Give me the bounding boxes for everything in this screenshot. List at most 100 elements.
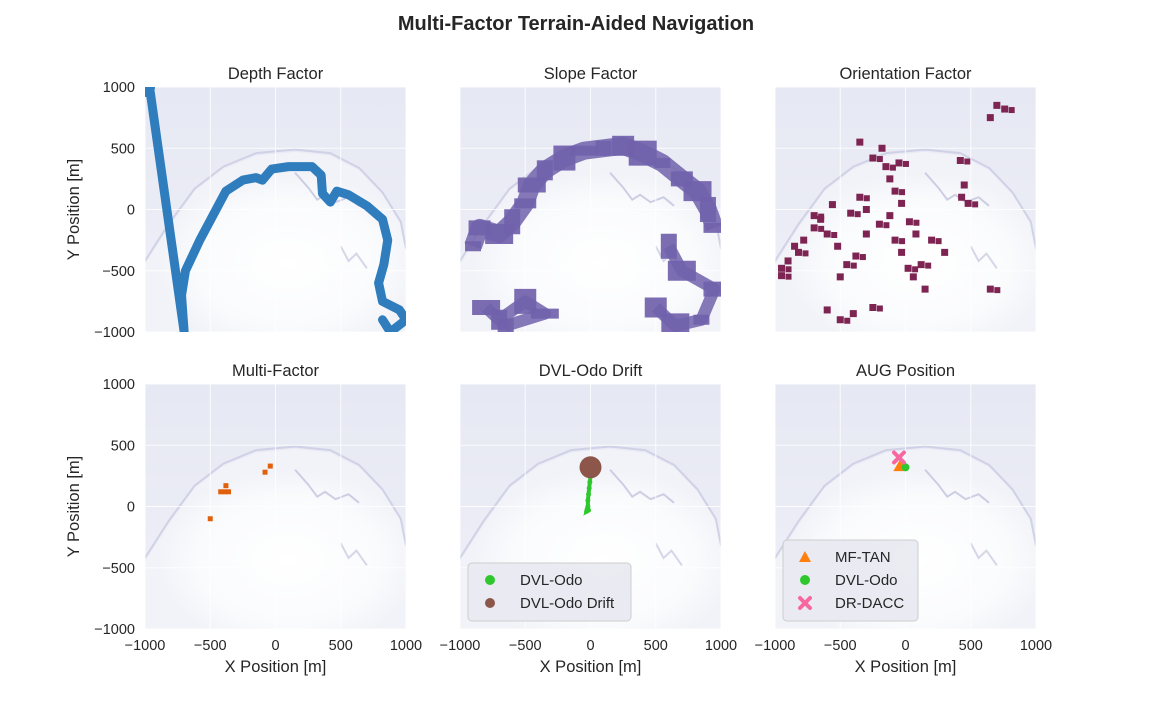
- legend-label: DR-DACC: [835, 595, 904, 612]
- x-tick-label: 500: [644, 638, 668, 654]
- factor-cell: [862, 230, 870, 238]
- dvl-odo-marker: [901, 463, 910, 472]
- panel-2: Slope Factor: [459, 65, 722, 333]
- factor-cell: [875, 220, 883, 228]
- legend-label: DVL-Odo Drift: [520, 595, 615, 612]
- factor-cell: [876, 156, 883, 163]
- factor-cell: [844, 317, 851, 324]
- factor-cell: [863, 195, 870, 202]
- factor-cell: [917, 261, 925, 269]
- factor-cell: [898, 199, 906, 207]
- factor-cell: [909, 273, 917, 281]
- dvl-odo-drift-point: [579, 456, 602, 479]
- factor-cell: [836, 316, 844, 324]
- panel-6: AUG Position −1000 −500 0 500 1000 X Position …: [755, 362, 1053, 676]
- factor-cell: [785, 266, 792, 273]
- x-tick-label: −500: [194, 638, 227, 654]
- y-tick-label: 500: [111, 141, 135, 157]
- x-axis-label: X Position [m]: [540, 658, 642, 676]
- y-tick-label: 1000: [103, 80, 135, 96]
- factor-cell: [218, 489, 224, 495]
- factor-cell: [891, 187, 899, 195]
- factor-cell: [794, 248, 802, 256]
- factor-cell: [207, 516, 213, 522]
- data-layer: [891, 450, 910, 472]
- factor-cell: [849, 310, 857, 318]
- factor-cell: [836, 273, 844, 281]
- factor-cell: [850, 262, 857, 269]
- x-tick-label: −1000: [755, 638, 796, 654]
- legend-frame: [467, 562, 632, 622]
- y-tick-label: 0: [127, 500, 135, 516]
- data-layer: [464, 135, 721, 332]
- panel-title: Slope Factor: [544, 65, 638, 83]
- panel-title: DVL-Odo Drift: [539, 362, 643, 380]
- factor-cell: [913, 219, 920, 226]
- slope-factor-band: [651, 243, 721, 332]
- factor-cell: [898, 248, 906, 256]
- x-tick-label: 0: [586, 638, 594, 654]
- factor-cell: [921, 285, 929, 293]
- factor-cell: [899, 238, 906, 245]
- factor-cell: [262, 469, 268, 475]
- legend-marker: [485, 598, 495, 608]
- factor-cell: [891, 236, 899, 244]
- x-tick-label: 500: [329, 638, 353, 654]
- factor-cell: [856, 138, 864, 146]
- factor-cell: [802, 250, 809, 257]
- data-layer: [145, 87, 406, 332]
- factor-cell: [831, 232, 838, 238]
- x-tick-label: 0: [901, 638, 909, 654]
- factor-cell: [993, 101, 1001, 109]
- factor-cell: [878, 144, 886, 152]
- factor-cell: [928, 236, 936, 244]
- x-tick-label: 1000: [390, 638, 422, 654]
- panel-title: Depth Factor: [228, 65, 324, 83]
- legend-marker: [485, 575, 495, 585]
- factor-cell: [778, 264, 786, 272]
- factor-cell: [823, 230, 831, 238]
- factor-cell: [869, 154, 877, 162]
- factor-cell: [818, 225, 825, 232]
- factor-cell: [856, 193, 864, 201]
- factor-cell: [905, 218, 913, 226]
- legend: MF-TAN DVL-Odo DR-DACC: [782, 539, 919, 622]
- y-axis-label: Y Position [m]: [65, 159, 83, 261]
- factor-cell: [222, 489, 228, 495]
- factor-cell: [226, 489, 232, 495]
- factor-cell: [986, 285, 994, 293]
- factor-cell: [810, 224, 818, 232]
- slope-factor-band: [464, 136, 721, 250]
- figure-title: Multi-Factor Terrain-Aided Navigation: [398, 13, 754, 35]
- x-tick-label: −500: [824, 638, 857, 654]
- dvl-odo-point: [587, 479, 593, 485]
- dvl-odo-point: [586, 507, 592, 513]
- factor-cell: [889, 164, 896, 171]
- factor-cell: [925, 262, 932, 269]
- factor-cell: [1001, 105, 1009, 113]
- slope-factor-band: [481, 295, 551, 332]
- factor-cell: [784, 257, 792, 265]
- legend-marker: [799, 551, 811, 562]
- x-tick-label: 0: [271, 638, 279, 654]
- factor-cell: [994, 287, 1001, 294]
- x-tick-label: −1000: [440, 638, 481, 654]
- y-tick-label: −500: [102, 264, 135, 280]
- factor-cell: [886, 175, 894, 183]
- panel-4: Multi-Factor 1000 500 0 −500 −1000−1000 −500 0 5…: [65, 362, 422, 676]
- dvl-odo-point: [586, 485, 592, 491]
- y-tick-label: 500: [111, 438, 135, 454]
- factor-cell: [1008, 107, 1015, 114]
- factor-cell: [823, 306, 831, 314]
- legend-label: DVL-Odo: [520, 572, 583, 589]
- factor-cell: [800, 236, 808, 244]
- factor-cell: [869, 304, 877, 311]
- dr-dacc-marker: [891, 450, 906, 465]
- factor-cell: [778, 272, 786, 280]
- factor-cell: [223, 483, 229, 489]
- x-tick-label: 500: [959, 638, 983, 654]
- x-tick-label: −1000: [125, 638, 166, 654]
- factor-cell: [941, 248, 949, 256]
- factor-cell: [958, 193, 966, 201]
- y-tick-label: −500: [102, 561, 135, 577]
